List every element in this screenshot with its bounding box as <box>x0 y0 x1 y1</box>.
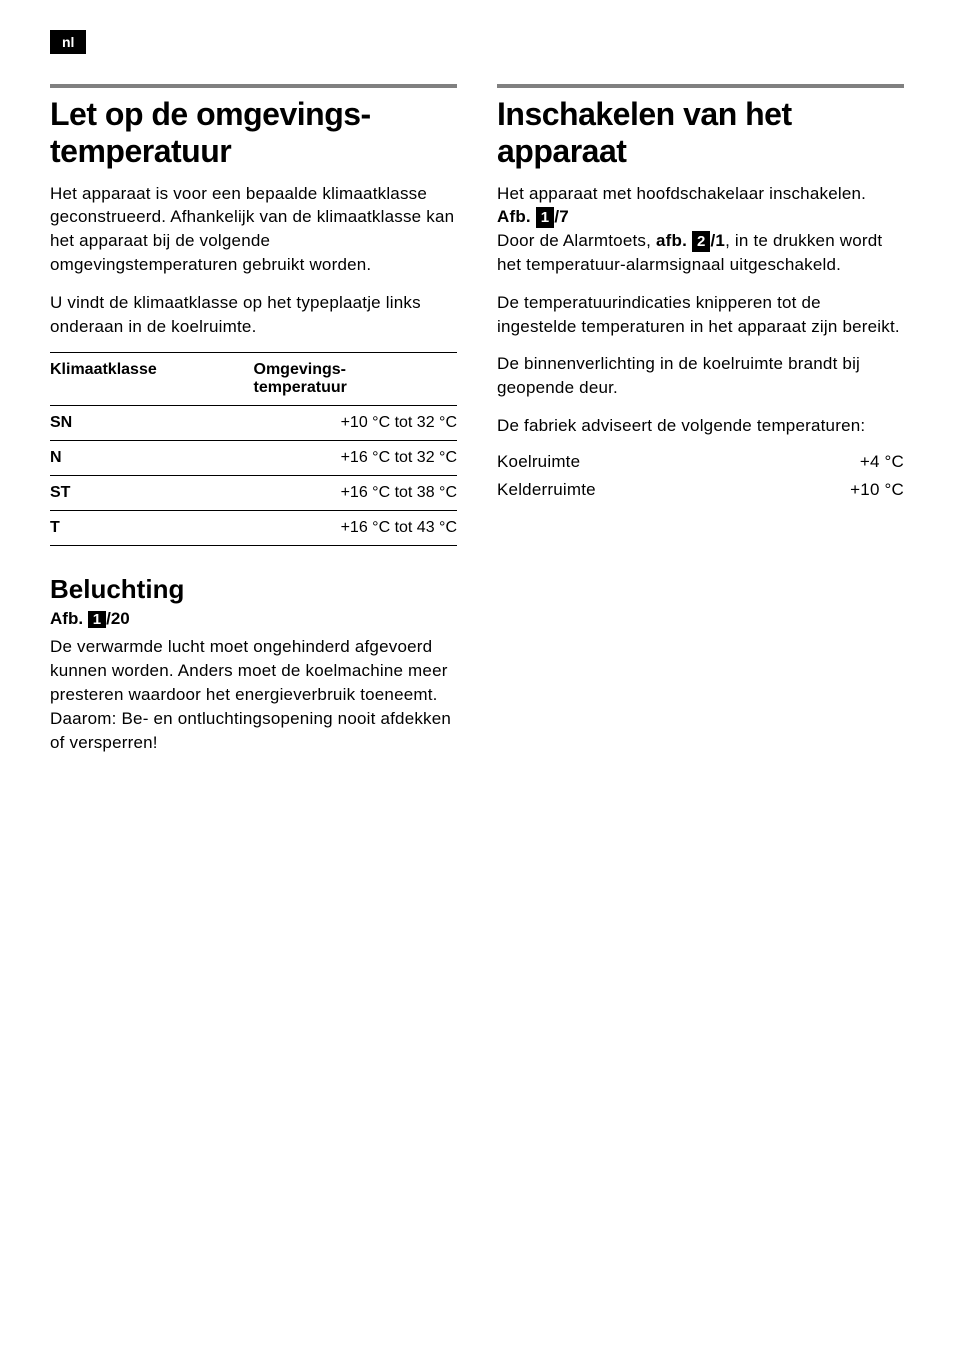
temp-label: Koelruimte <box>497 452 580 472</box>
table-header-klimaatklasse: Klimaatklasse <box>50 353 254 406</box>
fig-number-icon: 1 <box>536 207 555 228</box>
table-row: N +16 °C tot 32 °C <box>50 441 457 476</box>
fig-ref-beluchting: Afb. 1/20 <box>50 609 457 629</box>
heading-omgevingstemperatuur: Let op de omgevings­temperatuur <box>50 96 457 170</box>
class-cell: N <box>50 441 254 476</box>
temp-label: Kelderruimte <box>497 480 596 500</box>
class-cell: SN <box>50 406 254 441</box>
fig-number-icon: 2 <box>692 231 711 252</box>
para-inschakelen-3: De temperatuurindicaties knipperen tot d… <box>497 291 904 339</box>
section-rule <box>497 84 904 88</box>
fig-label: afb. <box>656 231 687 250</box>
th-line1: Omgevings- <box>254 361 346 378</box>
klimaatklasse-table: Klimaatklasse Omgevings- temperatuur SN … <box>50 352 457 546</box>
table-row: T +16 °C tot 43 °C <box>50 511 457 546</box>
fig-suffix: /1 <box>710 231 725 250</box>
class-cell: ST <box>50 476 254 511</box>
fig-label: Afb. <box>50 609 83 628</box>
para-inschakelen-1: Het apparaat met hoofdschakelaar inschak… <box>497 182 904 277</box>
right-column: Inschakelen van het apparaat Het apparaa… <box>497 84 904 768</box>
left-column: Let op de omgevings­temperatuur Het appa… <box>50 84 457 768</box>
temp-row: Kelderruimte +10 °C <box>497 480 904 500</box>
heading-beluchting: Beluchting <box>50 574 457 605</box>
temperature-list: Koelruimte +4 °C Kelderruimte +10 °C <box>497 452 904 500</box>
table-row: ST +16 °C tot 38 °C <box>50 476 457 511</box>
table-row: SN +10 °C tot 32 °C <box>50 406 457 441</box>
language-badge: nl <box>50 30 86 54</box>
fig-suffix: /7 <box>554 207 569 226</box>
fig-label: Afb. <box>497 207 531 226</box>
fig-number-icon: 1 <box>88 611 106 628</box>
fig-suffix: /20 <box>106 609 130 628</box>
para-inschakelen-4: De binnenverlichting in de koelruimte br… <box>497 352 904 400</box>
section-rule <box>50 84 457 88</box>
th-line2: temperatuur <box>254 379 347 396</box>
temp-value: +4 °C <box>860 452 904 472</box>
range-cell: +10 °C tot 32 °C <box>254 406 458 441</box>
p1-pre: Het apparaat met hoofdschakelaar inschak… <box>497 184 866 203</box>
para-inschakelen-5: De fabriek adviseert de volgende tempera… <box>497 414 904 438</box>
temp-value: +10 °C <box>850 480 904 500</box>
para-typeplaatje: U vindt de klimaatklasse op het type­pla… <box>50 291 457 339</box>
temp-row: Koelruimte +4 °C <box>497 452 904 472</box>
class-cell: T <box>50 511 254 546</box>
heading-inschakelen: Inschakelen van het apparaat <box>497 96 904 170</box>
two-column-layout: Let op de omgevings­temperatuur Het appa… <box>50 84 904 768</box>
range-cell: +16 °C tot 32 °C <box>254 441 458 476</box>
p2-pre: Door de Alarmtoets, <box>497 231 656 250</box>
table-header-omgevingstemperatuur: Omgevings- temperatuur <box>254 353 458 406</box>
klimaat-tbody: SN +10 °C tot 32 °C N +16 °C tot 32 °C S… <box>50 406 457 546</box>
para-klimaatklasse-intro: Het apparaat is voor een bepaalde klimaa… <box>50 182 457 277</box>
range-cell: +16 °C tot 38 °C <box>254 476 458 511</box>
para-beluchting-body: De verwarmde lucht moet ongehinderd afge… <box>50 635 457 754</box>
range-cell: +16 °C tot 43 °C <box>254 511 458 546</box>
